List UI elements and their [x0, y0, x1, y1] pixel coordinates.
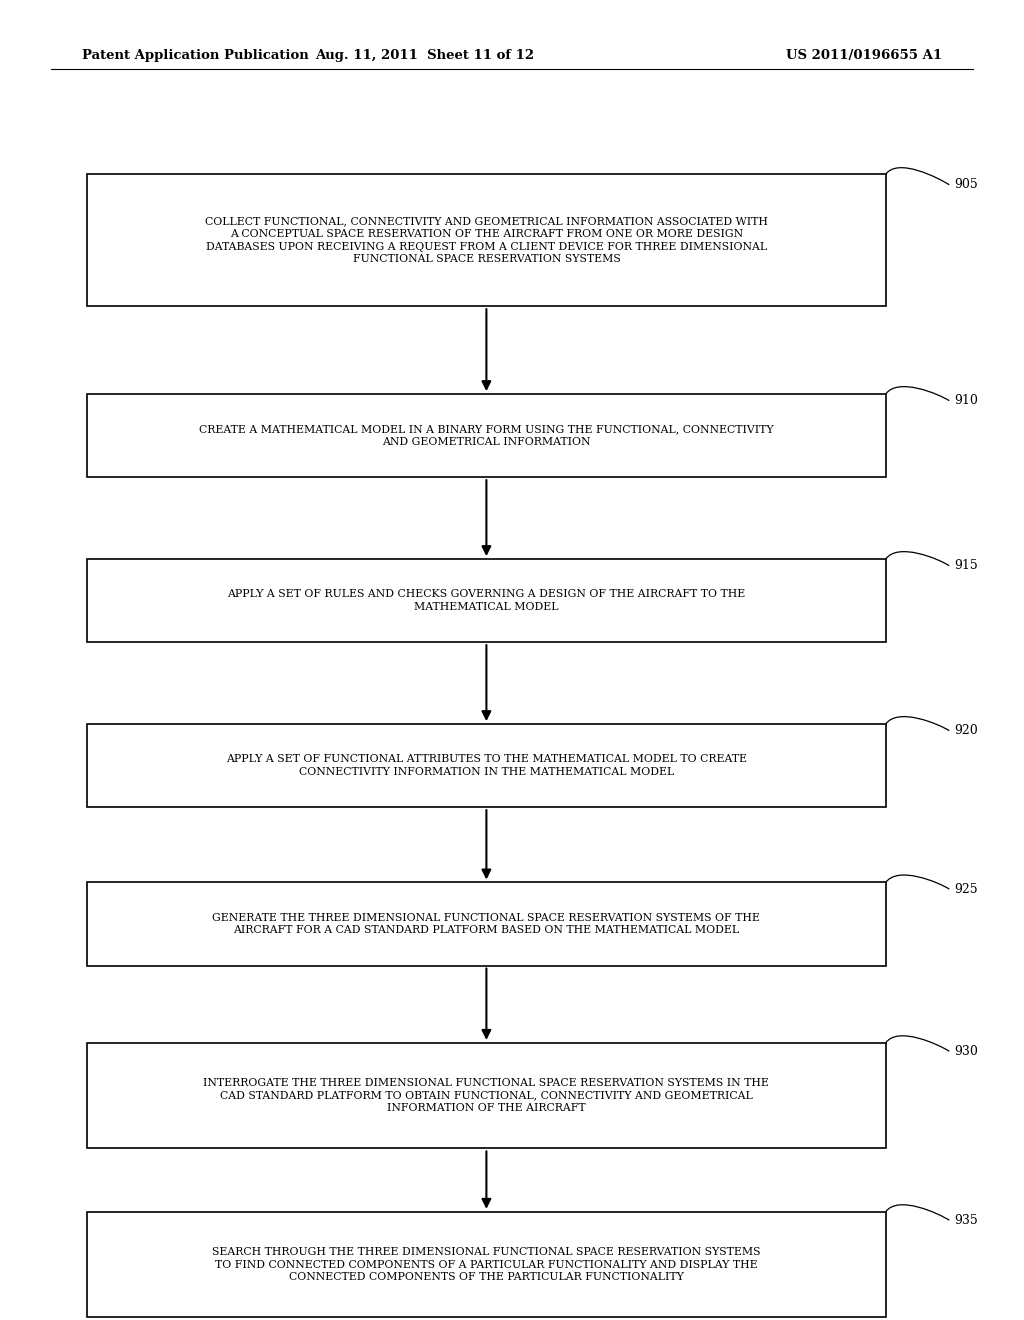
Bar: [87, 393, 886, 477]
Bar: [87, 725, 886, 808]
Bar: [87, 174, 886, 306]
Bar: [87, 883, 886, 966]
Text: APPLY A SET OF RULES AND CHECKS GOVERNING A DESIGN OF THE AIRCRAFT TO THE
MATHEM: APPLY A SET OF RULES AND CHECKS GOVERNIN…: [227, 589, 745, 612]
Text: 925: 925: [954, 883, 978, 895]
Bar: [87, 1043, 886, 1148]
Text: INTERROGATE THE THREE DIMENSIONAL FUNCTIONAL SPACE RESERVATION SYSTEMS IN THE
CA: INTERROGATE THE THREE DIMENSIONAL FUNCTI…: [204, 1078, 769, 1113]
Text: 910: 910: [954, 395, 978, 407]
Text: CREATE A MATHEMATICAL MODEL IN A BINARY FORM USING THE FUNCTIONAL, CONNECTIVITY
: CREATE A MATHEMATICAL MODEL IN A BINARY …: [199, 424, 774, 447]
Text: Patent Application Publication: Patent Application Publication: [82, 49, 308, 62]
Text: 905: 905: [954, 178, 978, 191]
Text: 915: 915: [954, 560, 978, 572]
Text: Aug. 11, 2011  Sheet 11 of 12: Aug. 11, 2011 Sheet 11 of 12: [315, 49, 535, 62]
Bar: [87, 1212, 886, 1317]
Text: 935: 935: [954, 1213, 978, 1226]
Text: 920: 920: [954, 725, 978, 737]
Bar: [87, 560, 886, 642]
Text: APPLY A SET OF FUNCTIONAL ATTRIBUTES TO THE MATHEMATICAL MODEL TO CREATE
CONNECT: APPLY A SET OF FUNCTIONAL ATTRIBUTES TO …: [226, 754, 746, 777]
Text: GENERATE THE THREE DIMENSIONAL FUNCTIONAL SPACE RESERVATION SYSTEMS OF THE
AIRCR: GENERATE THE THREE DIMENSIONAL FUNCTIONA…: [212, 912, 761, 936]
Text: US 2011/0196655 A1: US 2011/0196655 A1: [786, 49, 942, 62]
Text: SEARCH THROUGH THE THREE DIMENSIONAL FUNCTIONAL SPACE RESERVATION SYSTEMS
TO FIN: SEARCH THROUGH THE THREE DIMENSIONAL FUN…: [212, 1247, 761, 1282]
Text: 930: 930: [954, 1044, 978, 1057]
Text: COLLECT FUNCTIONAL, CONNECTIVITY AND GEOMETRICAL INFORMATION ASSOCIATED WITH
A C: COLLECT FUNCTIONAL, CONNECTIVITY AND GEO…: [205, 216, 768, 264]
